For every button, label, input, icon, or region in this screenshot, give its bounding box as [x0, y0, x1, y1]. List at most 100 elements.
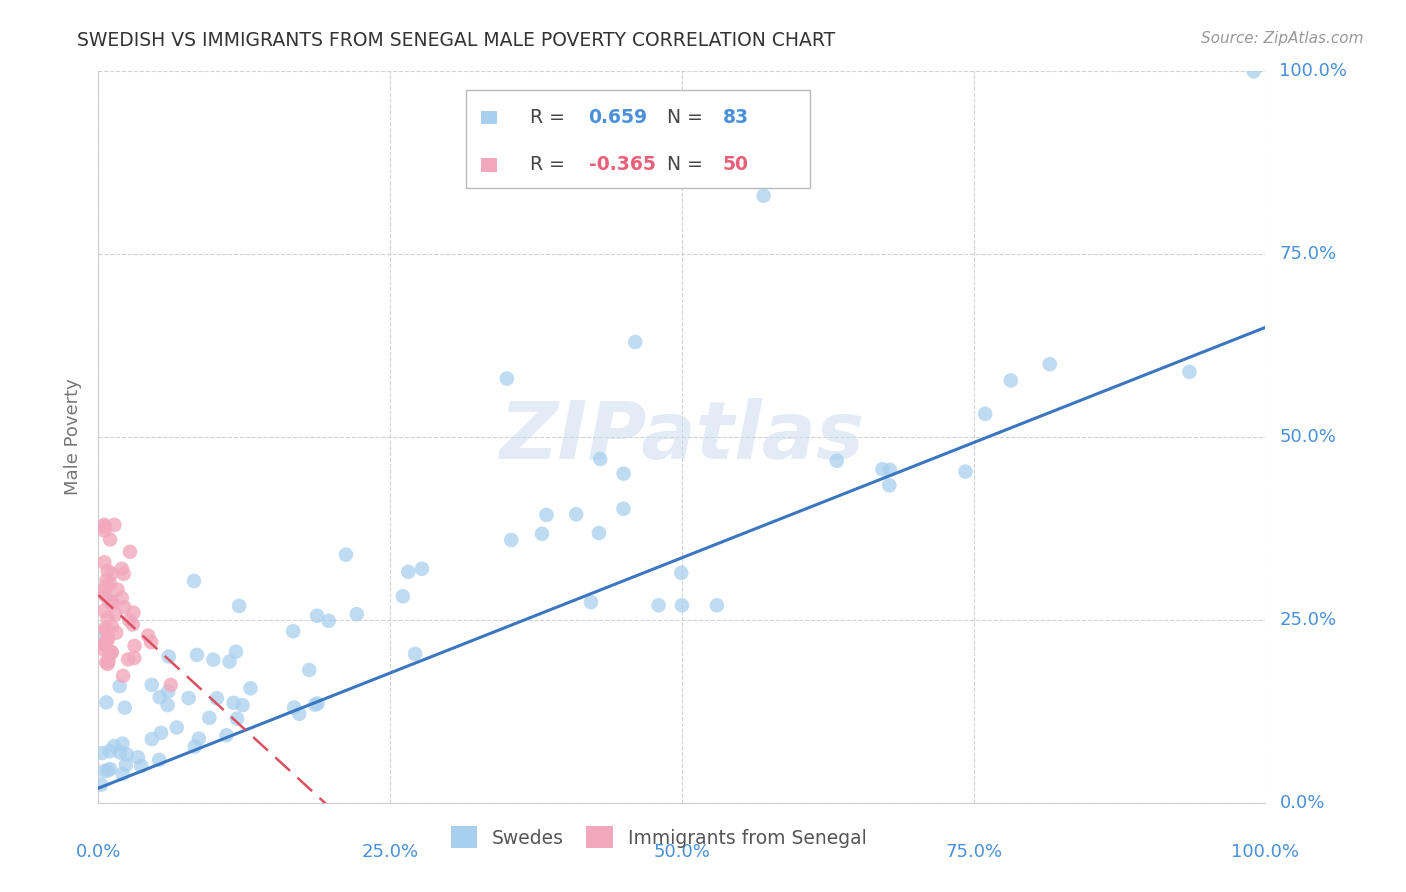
Point [501, 533, 523, 547]
Point [93, 764, 115, 778]
Text: N =: N = [666, 155, 709, 175]
Point [148, 753, 170, 767]
Point [613, 467, 636, 481]
Point [90, 778, 112, 792]
Legend: Swedes, Immigrants from Senegal: Swedes, Immigrants from Senegal [443, 819, 875, 855]
Point [974, 407, 997, 421]
Point [186, 648, 208, 662]
Point [93, 582, 115, 597]
Point [589, 452, 612, 467]
Point [149, 690, 172, 705]
Point [93, 517, 115, 532]
Point [103, 517, 125, 532]
Point [114, 700, 136, 714]
Point [97, 654, 120, 668]
Point [307, 697, 329, 711]
Point [94, 519, 117, 533]
Point [1178, 365, 1201, 379]
Point [141, 635, 163, 649]
Point [122, 606, 145, 620]
Point [96, 655, 118, 669]
Point [955, 465, 977, 479]
Point [222, 696, 245, 710]
Point [307, 608, 329, 623]
Point [93, 636, 115, 650]
Point [612, 501, 634, 516]
Point [404, 647, 426, 661]
Point [112, 566, 135, 581]
Point [304, 698, 326, 712]
Point [205, 691, 228, 706]
Point [624, 334, 647, 349]
Point [93, 555, 115, 569]
Point [101, 596, 124, 610]
Point [136, 629, 159, 643]
Text: 50: 50 [723, 155, 749, 175]
Point [111, 767, 134, 781]
Point [108, 679, 131, 693]
Text: N =: N = [666, 108, 709, 127]
Point [156, 698, 179, 712]
Point [94, 579, 117, 593]
Point [239, 681, 262, 696]
Text: 75.0%: 75.0% [945, 843, 1002, 861]
Point [496, 371, 519, 385]
Point [94, 624, 117, 638]
Point [104, 607, 127, 622]
Point [101, 595, 124, 609]
Point [159, 678, 181, 692]
Point [124, 651, 146, 665]
Point [97, 632, 120, 647]
Point [879, 463, 901, 477]
Point [108, 746, 131, 760]
Point [157, 649, 180, 664]
Point [187, 731, 209, 746]
Point [391, 589, 413, 603]
Point [298, 663, 321, 677]
Point [96, 611, 118, 625]
Point [98, 576, 121, 591]
Point [97, 564, 120, 578]
Text: R =: R = [530, 108, 571, 127]
Point [111, 562, 134, 576]
Point [318, 614, 340, 628]
Point [97, 657, 120, 671]
Point [228, 599, 250, 613]
Point [671, 566, 693, 580]
Point [565, 508, 588, 522]
Point [157, 684, 180, 698]
Point [752, 188, 775, 202]
Y-axis label: Male Poverty: Male Poverty [65, 379, 83, 495]
Point [183, 574, 205, 588]
Point [118, 545, 141, 559]
Point [127, 750, 149, 764]
Point [396, 565, 419, 579]
Text: 100.0%: 100.0% [1279, 62, 1347, 80]
Point [872, 462, 894, 476]
Bar [481, 159, 496, 171]
Point [346, 607, 368, 622]
Point [198, 711, 221, 725]
Point [150, 725, 173, 739]
Point [166, 721, 188, 735]
Point [89, 632, 111, 647]
Point [671, 599, 693, 613]
Point [579, 595, 602, 609]
Point [112, 600, 135, 615]
Point [94, 621, 117, 635]
Text: 25.0%: 25.0% [1279, 611, 1337, 629]
Point [97, 764, 120, 778]
Text: 0.659: 0.659 [589, 108, 648, 127]
Point [98, 648, 121, 662]
Point [335, 548, 357, 562]
Point [94, 588, 117, 602]
Point [115, 747, 138, 762]
Text: 25.0%: 25.0% [361, 843, 419, 861]
Text: R =: R = [530, 155, 571, 175]
Point [1243, 64, 1265, 78]
Point [117, 652, 139, 666]
Point [177, 691, 200, 706]
Point [647, 599, 669, 613]
Point [107, 582, 129, 597]
Point [281, 624, 304, 639]
